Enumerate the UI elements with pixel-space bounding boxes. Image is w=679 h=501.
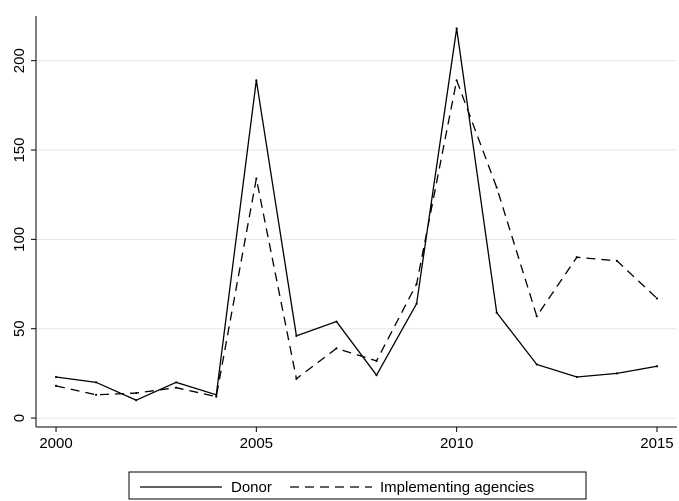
point-implementing-agencies-2001	[94, 393, 98, 396]
point-donor-2013	[575, 375, 578, 379]
ticks: 0 50 100 150 200 2000 2005 2010 2015	[11, 48, 674, 452]
point-donor-2003	[175, 381, 178, 384]
point-implementing-agencies-2006	[295, 377, 298, 380]
point-donor-2010	[455, 27, 458, 30]
point-implementing-agencies-2015	[655, 297, 659, 300]
x-tick-label-2005: 2005	[240, 435, 273, 452]
point-implementing-agencies-2004	[215, 395, 218, 398]
y-tick-label-200: 200	[11, 48, 28, 73]
point-donor-2007	[335, 320, 338, 323]
point-donor-2012	[535, 363, 538, 366]
point-implementing-agencies-2005	[255, 177, 258, 180]
plot-area	[36, 16, 677, 427]
x-tick-label-2010: 2010	[440, 435, 473, 452]
series-line-donor	[55, 28, 658, 401]
point-implementing-agencies-2003	[175, 386, 178, 389]
point-donor-2009	[415, 302, 418, 305]
point-implementing-agencies-2000	[54, 384, 58, 387]
point-donor-2002	[135, 399, 138, 402]
point-implementing-agencies-2013	[575, 256, 578, 259]
y-tick-label-0: 0	[11, 414, 28, 422]
legend-label-implementing-agencies: Implementing agencies	[380, 479, 534, 496]
axes	[35, 16, 677, 428]
point-implementing-agencies-2002	[135, 391, 138, 395]
gridlines	[36, 60, 677, 419]
point-implementing-agencies-2012	[535, 315, 538, 318]
point-donor-2005	[255, 79, 258, 82]
series-lines	[54, 27, 659, 402]
point-implementing-agencies-2011	[495, 186, 498, 189]
point-implementing-agencies-2009	[415, 282, 418, 286]
point-donor-2001	[94, 381, 98, 384]
point-donor-2015	[655, 365, 659, 368]
legend-label-donor: Donor	[231, 479, 272, 496]
point-donor-2000	[54, 375, 58, 379]
point-donor-2006	[295, 334, 298, 337]
x-tick-label-2000: 2000	[39, 435, 72, 452]
point-implementing-agencies-2008	[375, 359, 378, 362]
x-tick-label-2015: 2015	[640, 435, 673, 452]
point-donor-2008	[375, 374, 378, 377]
point-implementing-agencies-2014	[615, 259, 619, 262]
point-donor-2011	[495, 311, 498, 314]
point-implementing-agencies-2010	[455, 79, 458, 82]
point-donor-2014	[615, 372, 619, 375]
y-tick-label-50: 50	[11, 320, 28, 337]
y-tick-label-150: 150	[11, 138, 28, 163]
point-implementing-agencies-2007	[335, 347, 338, 350]
legend: Donor Implementing agencies	[128, 471, 587, 500]
y-tick-label-100: 100	[11, 227, 28, 252]
legend-box	[128, 471, 587, 500]
